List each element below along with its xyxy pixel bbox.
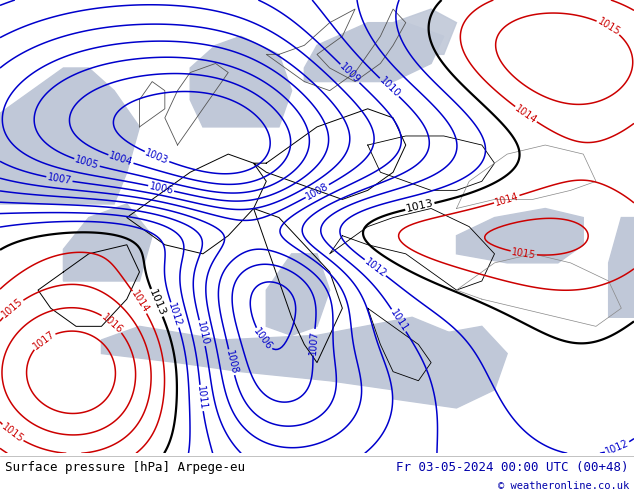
Polygon shape [393,9,456,54]
Text: 1007: 1007 [308,330,320,355]
Polygon shape [63,204,152,281]
Text: 1017: 1017 [31,329,56,352]
Text: Fr 03-05-2024 00:00 UTC (00+48): Fr 03-05-2024 00:00 UTC (00+48) [396,462,629,474]
Text: 1005: 1005 [74,154,100,171]
Text: 1013: 1013 [147,288,167,318]
Text: 1003: 1003 [144,147,170,166]
Text: 1012: 1012 [166,302,183,328]
Text: 1014: 1014 [129,289,150,315]
Text: 1010: 1010 [377,75,402,99]
Text: 1016: 1016 [100,312,125,335]
Text: 1009: 1009 [337,61,362,86]
Text: 1008: 1008 [304,181,330,201]
Text: 1011: 1011 [388,307,410,333]
Polygon shape [393,326,507,408]
Text: 1015: 1015 [511,246,536,260]
Text: 1014: 1014 [513,103,539,125]
Text: 1010: 1010 [195,320,210,346]
Text: 1008: 1008 [224,349,239,375]
Polygon shape [266,254,330,335]
Polygon shape [304,23,444,82]
Text: © weatheronline.co.uk: © weatheronline.co.uk [498,481,629,490]
Text: 1011: 1011 [195,385,208,411]
Polygon shape [456,209,583,263]
Text: 1007: 1007 [46,172,72,186]
Text: 1015: 1015 [595,16,622,38]
Text: 1015: 1015 [0,422,25,444]
Polygon shape [101,318,456,390]
Polygon shape [190,36,292,127]
Text: 1014: 1014 [494,191,520,208]
Text: Surface pressure [hPa] Arpege-eu: Surface pressure [hPa] Arpege-eu [5,462,245,474]
Polygon shape [0,68,139,204]
Text: 1013: 1013 [405,198,434,215]
Text: 1012: 1012 [363,256,388,279]
Text: 1006: 1006 [252,326,275,352]
Text: 1006: 1006 [148,181,174,196]
Text: 1012: 1012 [604,439,631,457]
Polygon shape [609,218,634,318]
Text: 1004: 1004 [108,150,134,168]
Text: 1015: 1015 [0,296,25,320]
